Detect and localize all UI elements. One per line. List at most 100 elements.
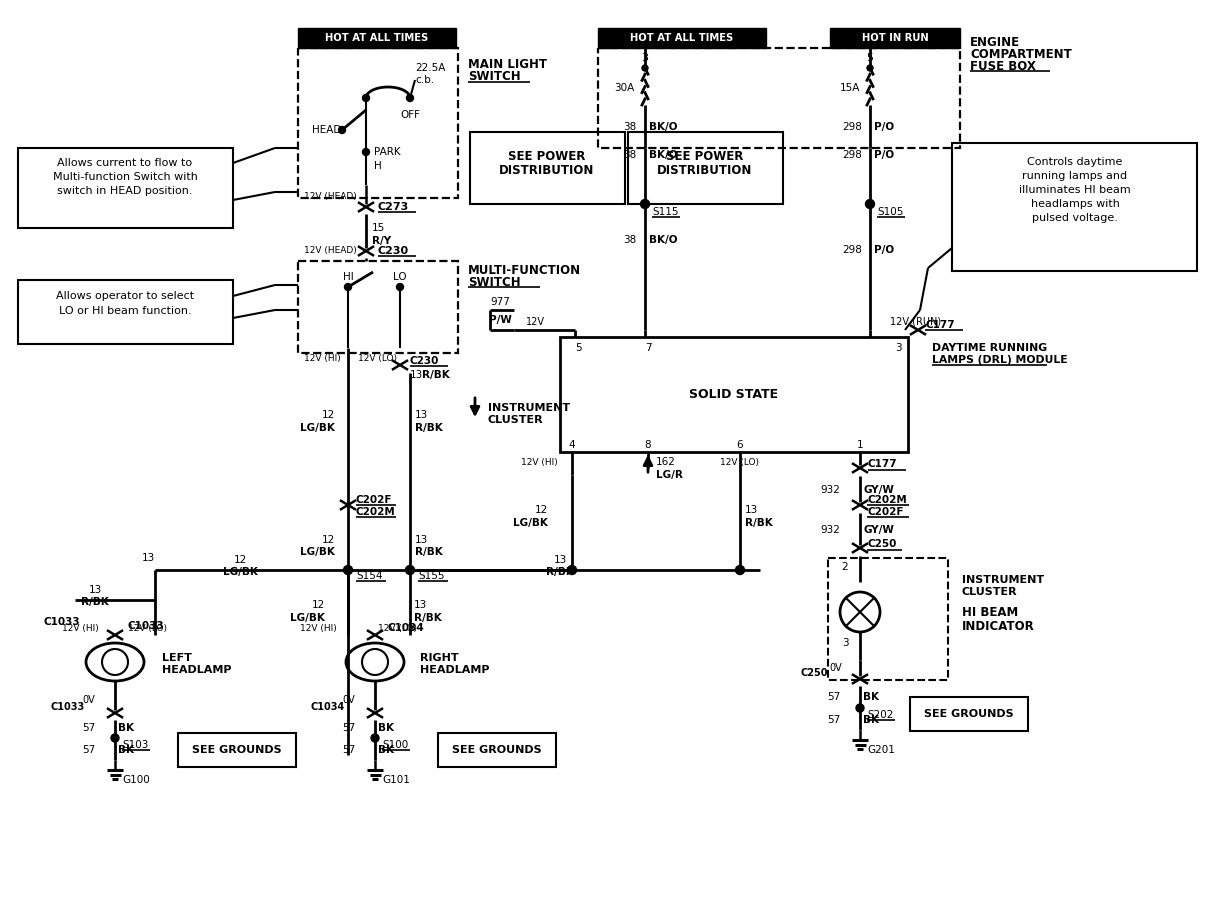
Text: S115: S115 (653, 207, 678, 217)
Circle shape (640, 200, 649, 209)
Text: G201: G201 (867, 745, 895, 755)
Text: C1033: C1033 (129, 621, 165, 631)
Text: 57: 57 (827, 715, 839, 725)
Text: 0V: 0V (342, 695, 355, 705)
Text: C230: C230 (410, 356, 439, 366)
Text: LO or HI beam function.: LO or HI beam function. (58, 306, 192, 316)
Text: 13: 13 (415, 535, 428, 545)
Circle shape (406, 94, 414, 102)
Text: 13: 13 (414, 600, 427, 610)
Text: 13: 13 (410, 370, 423, 380)
Text: C250: C250 (801, 668, 828, 678)
Circle shape (856, 704, 864, 712)
Circle shape (867, 65, 873, 71)
Text: BK: BK (862, 692, 879, 702)
Text: 12: 12 (321, 535, 335, 545)
Text: R/BK: R/BK (422, 370, 450, 380)
Bar (628, 132, 784, 204)
Text: 13: 13 (553, 555, 566, 565)
Bar (178, 733, 296, 767)
Text: BK/O: BK/O (649, 235, 678, 245)
Text: MAIN LIGHT: MAIN LIGHT (468, 58, 547, 71)
Text: LAMPS (DRL) MODULE: LAMPS (DRL) MODULE (932, 355, 1067, 365)
Text: 38: 38 (622, 235, 636, 245)
Bar (469, 132, 625, 204)
Circle shape (568, 565, 576, 574)
Text: P/O: P/O (875, 245, 894, 255)
Text: G101: G101 (382, 775, 410, 785)
Text: 12V (HEAD): 12V (HEAD) (303, 247, 357, 256)
Text: 12V (LO): 12V (LO) (377, 624, 416, 633)
Text: BK: BK (378, 745, 394, 755)
Text: running lamps and: running lamps and (1023, 171, 1128, 181)
Text: BK: BK (862, 715, 879, 725)
Text: 5: 5 (575, 343, 581, 353)
Text: LG/BK: LG/BK (513, 518, 548, 528)
Text: Allows operator to select: Allows operator to select (56, 291, 194, 301)
Text: Controls daytime: Controls daytime (1027, 157, 1123, 167)
Text: 12V: 12V (525, 317, 545, 327)
Text: C273: C273 (378, 202, 409, 212)
Text: 0V: 0V (830, 663, 842, 673)
Text: DISTRIBUTION: DISTRIBUTION (500, 164, 594, 176)
Text: H: H (374, 161, 382, 171)
Text: G100: G100 (123, 775, 149, 785)
Text: 932: 932 (820, 525, 839, 535)
Text: 162: 162 (656, 457, 676, 467)
Text: 12V (HEAD): 12V (HEAD) (303, 192, 357, 201)
Text: illuminates HI beam: illuminates HI beam (1019, 185, 1131, 195)
Text: 7: 7 (644, 343, 651, 353)
Text: SEE GROUNDS: SEE GROUNDS (192, 745, 281, 755)
Text: LG/BK: LG/BK (300, 547, 335, 557)
Text: 13: 13 (89, 585, 102, 595)
Bar (438, 733, 556, 767)
Text: 12V (RUN): 12V (RUN) (890, 317, 941, 327)
Text: HEAD: HEAD (312, 125, 341, 135)
Text: 8: 8 (644, 440, 651, 450)
Text: 57: 57 (342, 745, 355, 755)
Text: HOT AT ALL TIMES: HOT AT ALL TIMES (631, 33, 734, 43)
Text: 13: 13 (415, 410, 428, 420)
Text: SEE GROUNDS: SEE GROUNDS (924, 709, 1014, 719)
Text: 15: 15 (372, 223, 386, 233)
Bar (298, 28, 456, 48)
Bar (298, 48, 459, 198)
Bar (910, 697, 1027, 731)
Text: 298: 298 (842, 122, 862, 132)
Circle shape (112, 734, 119, 742)
Text: 12: 12 (321, 410, 335, 420)
Bar (828, 558, 949, 680)
Text: INSTRUMENT: INSTRUMENT (488, 403, 570, 413)
Text: SWITCH: SWITCH (468, 275, 520, 289)
Text: C202M: C202M (867, 495, 907, 505)
Text: 38: 38 (622, 150, 636, 160)
Text: 12V (LO): 12V (LO) (129, 624, 167, 633)
Text: R/BK: R/BK (745, 518, 773, 528)
Text: R/BK: R/BK (81, 597, 109, 607)
Circle shape (866, 200, 875, 209)
Text: 12: 12 (535, 505, 548, 515)
Bar (598, 28, 765, 48)
Text: OFF: OFF (400, 110, 420, 120)
Text: RIGHT: RIGHT (420, 653, 459, 663)
Text: SEE GROUNDS: SEE GROUNDS (452, 745, 542, 755)
Circle shape (397, 284, 404, 291)
Text: 38: 38 (622, 122, 636, 132)
Text: 1: 1 (856, 440, 864, 450)
Text: C1033: C1033 (51, 702, 85, 712)
Text: PARK: PARK (374, 147, 400, 157)
Bar (560, 337, 909, 452)
Text: LEFT: LEFT (163, 653, 192, 663)
Text: HOT IN RUN: HOT IN RUN (861, 33, 928, 43)
Bar (952, 143, 1197, 271)
Text: headlamps with: headlamps with (1031, 199, 1120, 209)
Text: DISTRIBUTION: DISTRIBUTION (657, 164, 753, 176)
Text: S103: S103 (123, 740, 148, 750)
Text: R/BK: R/BK (546, 567, 574, 577)
Text: C1034: C1034 (387, 623, 423, 633)
Text: P/O: P/O (875, 122, 894, 132)
Text: 12V (HI): 12V (HI) (300, 624, 336, 633)
Text: R/BK: R/BK (415, 423, 443, 433)
Text: HEADLAMP: HEADLAMP (420, 665, 490, 675)
Text: FUSE BOX: FUSE BOX (970, 59, 1036, 73)
